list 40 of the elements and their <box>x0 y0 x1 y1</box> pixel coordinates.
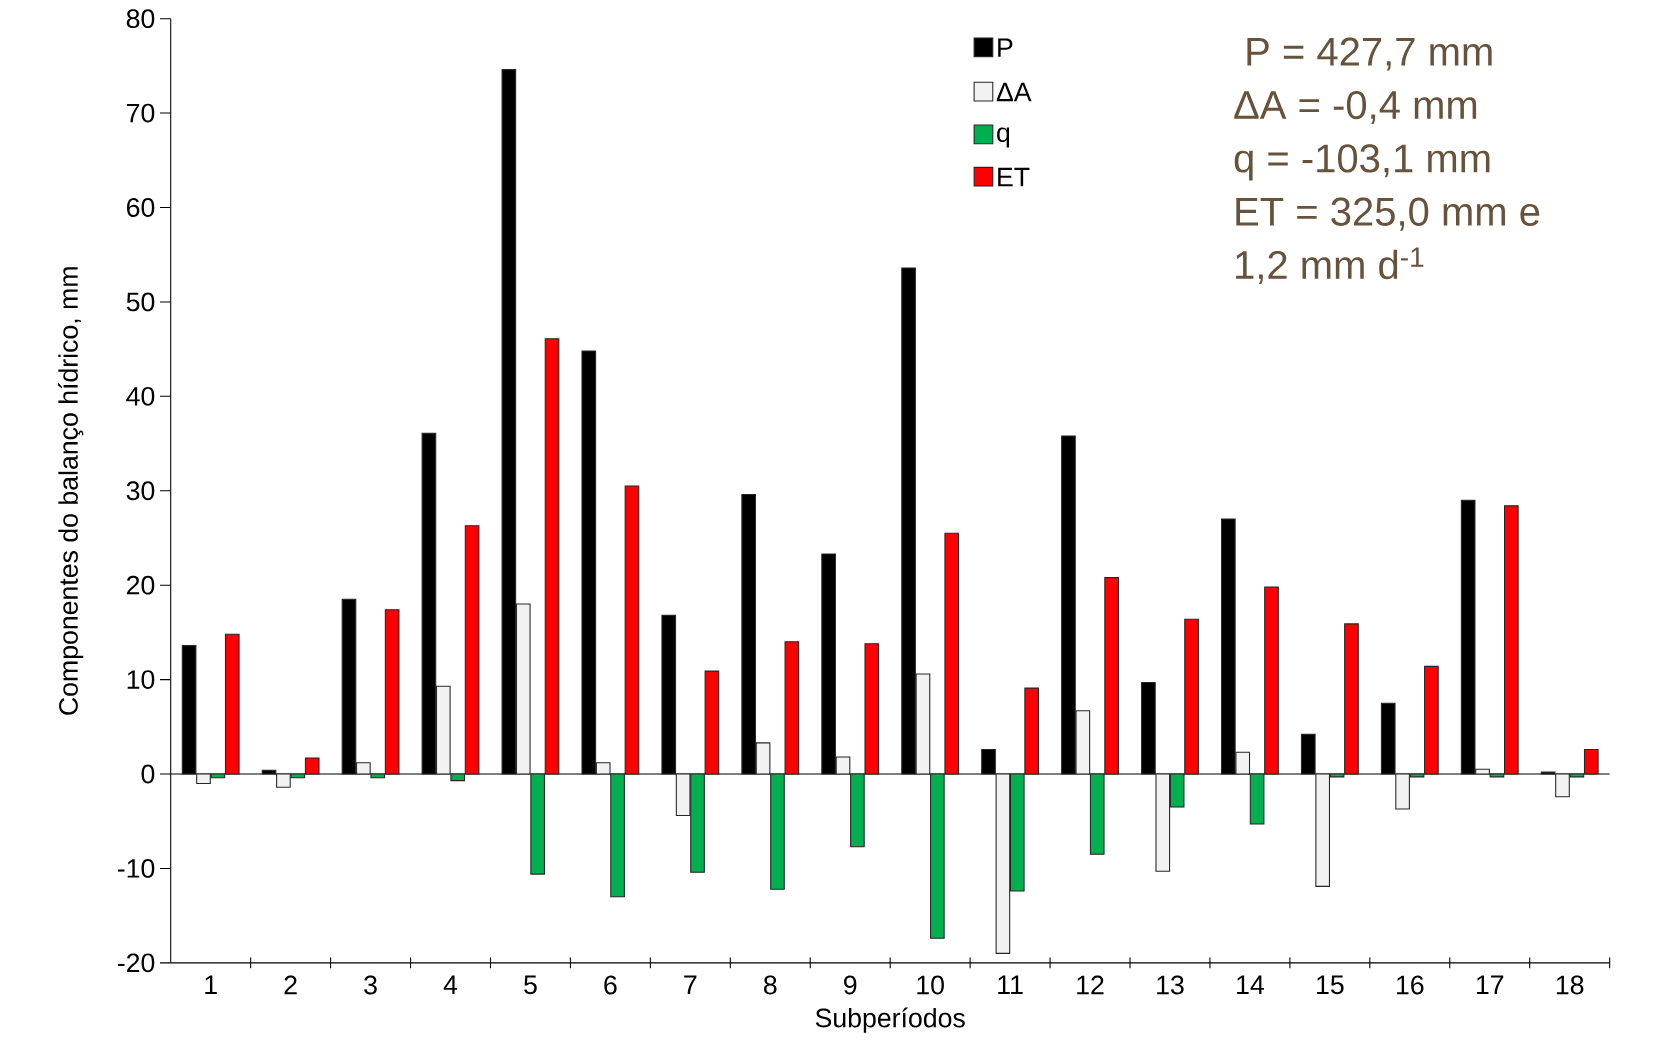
y-tick-label: -20 <box>117 953 155 973</box>
annotation: ET = 325,0 mm e <box>1236 197 1540 231</box>
y-tick-label: 40 <box>126 387 155 407</box>
y-tick-label: 50 <box>126 292 155 312</box>
legend-label: q <box>997 127 1010 148</box>
annotation: P = 427,7 mm <box>1247 37 1492 71</box>
y-tick-label: 70 <box>127 103 155 123</box>
x-tick-label: 15 <box>1317 975 1344 995</box>
x-axis-title: Subperíodos <box>815 1007 965 1033</box>
legend-label: P <box>998 38 1013 58</box>
y-tick-label: 30 <box>126 481 155 501</box>
x-tick-label: 10 <box>917 975 944 995</box>
x-tick-label: 11 <box>998 975 1023 995</box>
x-tick-label: 9 <box>844 975 857 995</box>
legend-label: ET <box>998 168 1030 187</box>
x-tick-label: 7 <box>684 975 697 995</box>
legend-label: ΔA <box>996 83 1032 102</box>
annotation: ΔA = -0,4 mm <box>1234 91 1477 125</box>
x-tick-label: 16 <box>1397 975 1424 995</box>
x-tick-label: 2 <box>284 975 297 995</box>
y-tick-label: 20 <box>127 575 155 595</box>
x-tick-label: 17 <box>1476 975 1504 995</box>
x-tick-label: 14 <box>1237 975 1264 995</box>
y-tick-label: 0 <box>141 764 155 784</box>
x-tick-label: 12 <box>1077 975 1104 995</box>
x-tick-label: 6 <box>604 975 617 995</box>
y-tick-label: -10 <box>117 859 155 879</box>
x-tick-label: 18 <box>1556 975 1584 995</box>
x-tick-label: 1 <box>205 975 217 995</box>
x-tick-label: 3 <box>364 975 377 995</box>
y-axis-title: Componentes do balanço hídrico, mm <box>58 267 84 715</box>
annotation: 1,2 mm d$^{-1}$ <box>1236 247 1424 285</box>
annotation: q = -103,1 mm <box>1234 144 1490 181</box>
y-tick-label: 10 <box>127 670 155 690</box>
x-tick-label: 4 <box>443 975 458 995</box>
x-tick-label: 13 <box>1157 975 1184 995</box>
x-tick-label: 5 <box>524 975 537 995</box>
x-tick-label: 8 <box>764 975 777 995</box>
y-tick-label: 60 <box>127 198 155 218</box>
y-tick-label: 80 <box>126 9 155 29</box>
